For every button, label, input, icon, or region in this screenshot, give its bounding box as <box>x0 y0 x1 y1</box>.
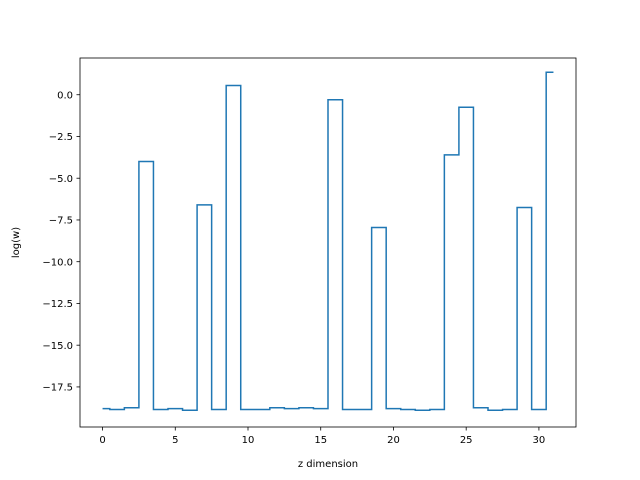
y-tick-label: −12.5 <box>42 299 73 310</box>
y-tick-label: −2.5 <box>49 132 73 143</box>
y-tick-label: 0.0 <box>57 90 73 101</box>
y-axis-ticks: 0.0 −2.5 −5.0 −7.5 −10.0 −12.5 −15.0 −17.5 <box>42 90 80 394</box>
y-tick-label: −7.5 <box>49 216 73 227</box>
y-tick-label: −15.0 <box>42 341 73 352</box>
x-tick-label: 20 <box>387 435 400 446</box>
x-tick-label: 5 <box>172 435 178 446</box>
x-tick-label: 25 <box>460 435 473 446</box>
x-tick-label: 10 <box>242 435 255 446</box>
x-tick-label: 15 <box>314 435 327 446</box>
x-axis-ticks: 0 5 10 15 20 25 30 <box>99 427 545 446</box>
y-axis-label: log(w) <box>11 227 22 258</box>
x-tick-label: 30 <box>533 435 546 446</box>
x-tick-label: 0 <box>99 435 105 446</box>
plot-area <box>102 71 554 412</box>
axes-frame <box>79 57 577 428</box>
series-line <box>102 71 554 412</box>
y-tick-label: −17.5 <box>42 383 73 394</box>
y-tick-label: −10.0 <box>42 257 73 268</box>
y-tick-label: −5.0 <box>49 174 73 185</box>
x-axis-label: z dimension <box>298 459 358 470</box>
